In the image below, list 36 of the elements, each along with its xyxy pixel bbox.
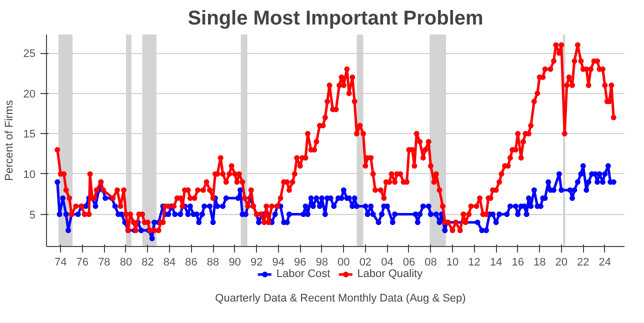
x-tick-label: 16	[512, 256, 524, 268]
x-tick-label: 90	[228, 256, 241, 268]
x-tick-label: 78	[98, 256, 110, 268]
chart-title: Single Most Important Problem	[188, 8, 484, 30]
x-tick-label: 92	[250, 256, 263, 268]
x-tick-label: 84	[163, 256, 176, 268]
y-tick-label: 10	[23, 168, 36, 181]
x-tick-label: 98	[316, 256, 328, 268]
text: Quarterly Data & Recent Monthly Data (Aug & Sep)	[215, 292, 466, 304]
x-tick-label: 94	[272, 256, 284, 268]
y-tick-label: 20	[23, 88, 36, 100]
x-tick-label: 76	[76, 256, 89, 268]
x-tick-label: 02	[359, 256, 372, 268]
x-tick-label: 24	[598, 256, 612, 268]
y-tick-label: 5	[29, 209, 36, 222]
x-tick-label: 74	[54, 256, 67, 268]
x-tick-label: 12	[468, 256, 480, 268]
legend-label: Labor Quality	[357, 268, 423, 280]
x-tick-label: 20	[555, 256, 568, 268]
x-tick-label: 00	[338, 256, 350, 268]
y-tick-label: 15	[23, 128, 36, 141]
legend-label: Labor Cost	[276, 268, 330, 280]
x-tick-label: 14	[490, 256, 502, 268]
x-tick-label: 96	[294, 256, 306, 268]
y-axis-title: Percent of Firms	[3, 100, 16, 181]
x-tick-label: 04	[381, 256, 394, 268]
x-tick-label: 06	[402, 256, 416, 268]
x-tick-label: 18	[533, 256, 546, 268]
x-tick-label: 10	[446, 256, 459, 268]
y-tick-label: 25	[23, 48, 36, 60]
x-tick-label: 86	[185, 256, 198, 268]
x-tick-label: 80	[120, 256, 132, 268]
x-tick-label: 88	[206, 256, 220, 268]
x-tick-label: 22	[577, 256, 590, 268]
x-tick-label: 08	[424, 256, 437, 268]
x-tick-label: 82	[142, 256, 154, 268]
